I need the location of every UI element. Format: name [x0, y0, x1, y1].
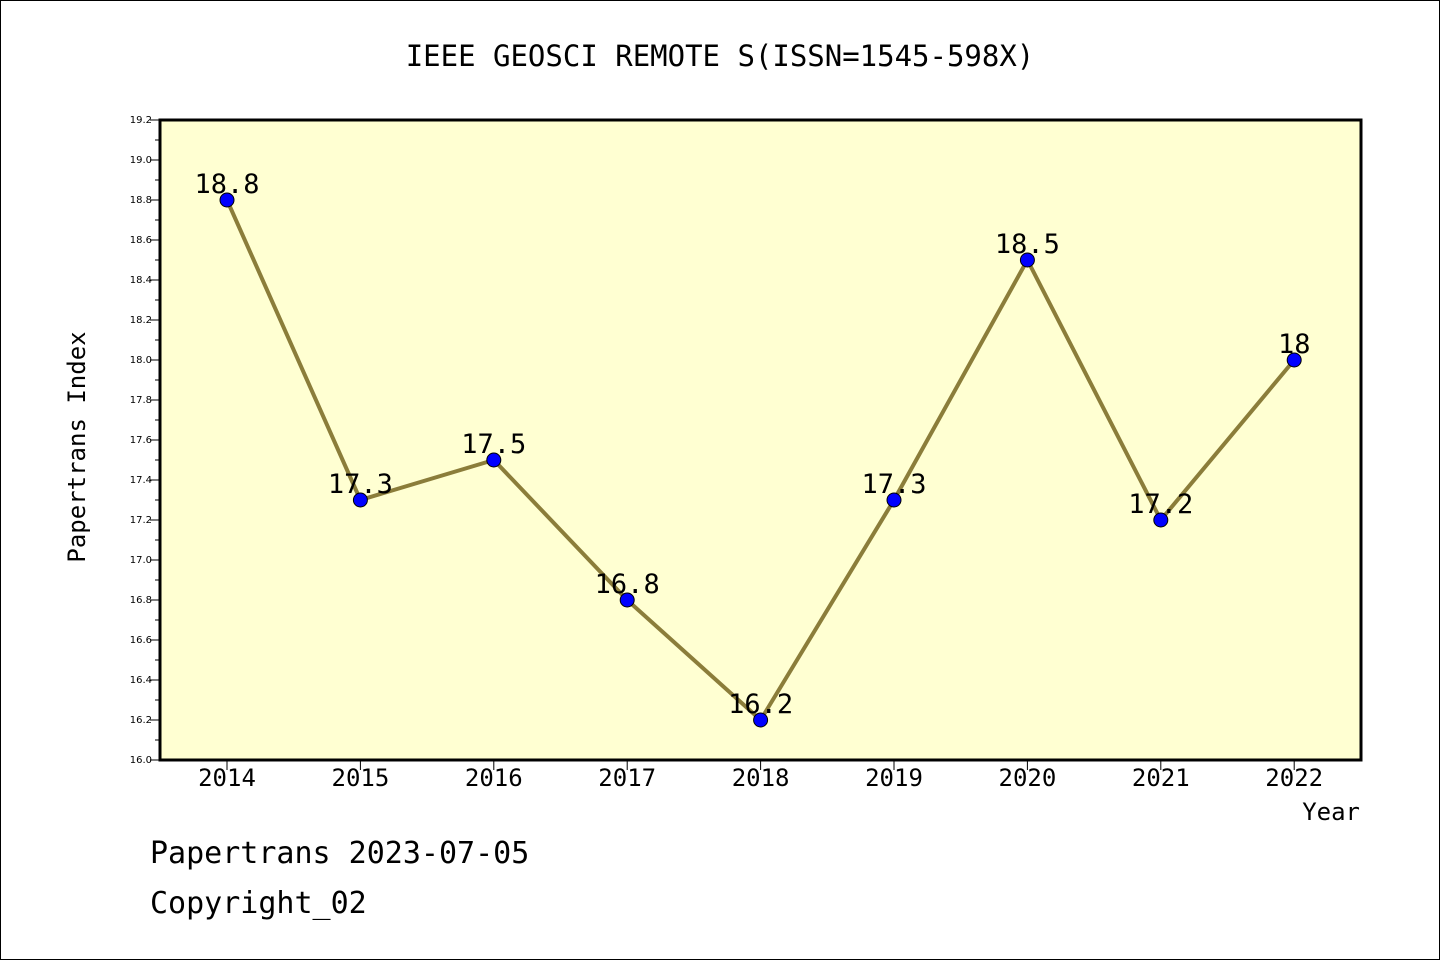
footer-date: Papertrans 2023-07-05: [150, 836, 530, 871]
x-tick-label: 2022: [1265, 764, 1323, 792]
data-label: 16.8: [595, 569, 660, 600]
data-label: 18: [1278, 329, 1311, 360]
x-tick-label: 2014: [198, 764, 256, 792]
series-points-group: [219, 192, 1302, 728]
x-tick-label: 2017: [598, 764, 656, 792]
x-tick-label: 2015: [332, 764, 390, 792]
y-axis: 16.0 16.2 16.4 16.6 16.8 17.0 17.2 17.4 17.6 17.8…: [130, 115, 160, 766]
y-tick-label: 16.8: [130, 595, 152, 606]
y-axis-label: Papertrans Index: [63, 331, 91, 562]
y-tick-label: 18.4: [130, 275, 152, 286]
x-tick-label: 2021: [1132, 764, 1190, 792]
data-point: [1286, 352, 1302, 368]
y-tick-label: 18.6: [130, 235, 152, 246]
x-axis-label: Year: [1302, 798, 1360, 826]
x-axis: 2014 2015 2016 2017 2018 2019 2020 2021 2022: [198, 760, 1323, 792]
data-label: 17.2: [1128, 489, 1193, 520]
y-tick-label: 18.2: [130, 315, 152, 326]
y-tick-label: 17.6: [130, 435, 152, 446]
y-tick-label: 16.6: [130, 635, 152, 646]
y-tick-label: 16.2: [130, 715, 152, 726]
data-label: 16.2: [728, 689, 793, 720]
data-labels-group: 18.8 17.3 17.5 16.8 16.2 17.3 18.5 17.2 18: [194, 169, 1310, 720]
x-tick-label: 2020: [999, 764, 1057, 792]
chart-title: IEEE GEOSCI REMOTE S(ISSN=1545-598X): [406, 39, 1035, 73]
y-tick-label: 19.2: [130, 115, 152, 126]
data-point: [352, 492, 368, 508]
y-tick-label: 16.0: [130, 755, 152, 766]
data-point: [886, 492, 902, 508]
data-label: 18.5: [995, 229, 1060, 260]
data-point: [619, 592, 635, 608]
y-tick-label: 17.2: [130, 515, 152, 526]
data-point: [753, 712, 769, 728]
y-tick-label: 17.8: [130, 395, 152, 406]
data-label: 17.5: [461, 429, 526, 460]
footer-copyright: Copyright_02: [150, 886, 367, 921]
data-point: [1019, 252, 1035, 268]
y-tick-label: 16.4: [130, 675, 152, 686]
x-tick-label: 2019: [865, 764, 923, 792]
plot-area: [158, 118, 1363, 762]
data-point: [486, 452, 502, 468]
data-label: 17.3: [861, 469, 926, 500]
x-tick-label: 2018: [732, 764, 790, 792]
data-label: 17.3: [328, 469, 393, 500]
data-label: 18.8: [194, 169, 259, 200]
x-tick-label: 2016: [465, 764, 523, 792]
data-point: [1153, 512, 1169, 528]
data-point: [219, 192, 235, 208]
y-tick-label: 17.4: [130, 475, 152, 486]
y-tick-label: 17.0: [130, 555, 152, 566]
y-tick-label: 18.0: [130, 355, 152, 366]
y-tick-label: 18.8: [130, 195, 152, 206]
y-tick-label: 19.0: [130, 155, 152, 166]
